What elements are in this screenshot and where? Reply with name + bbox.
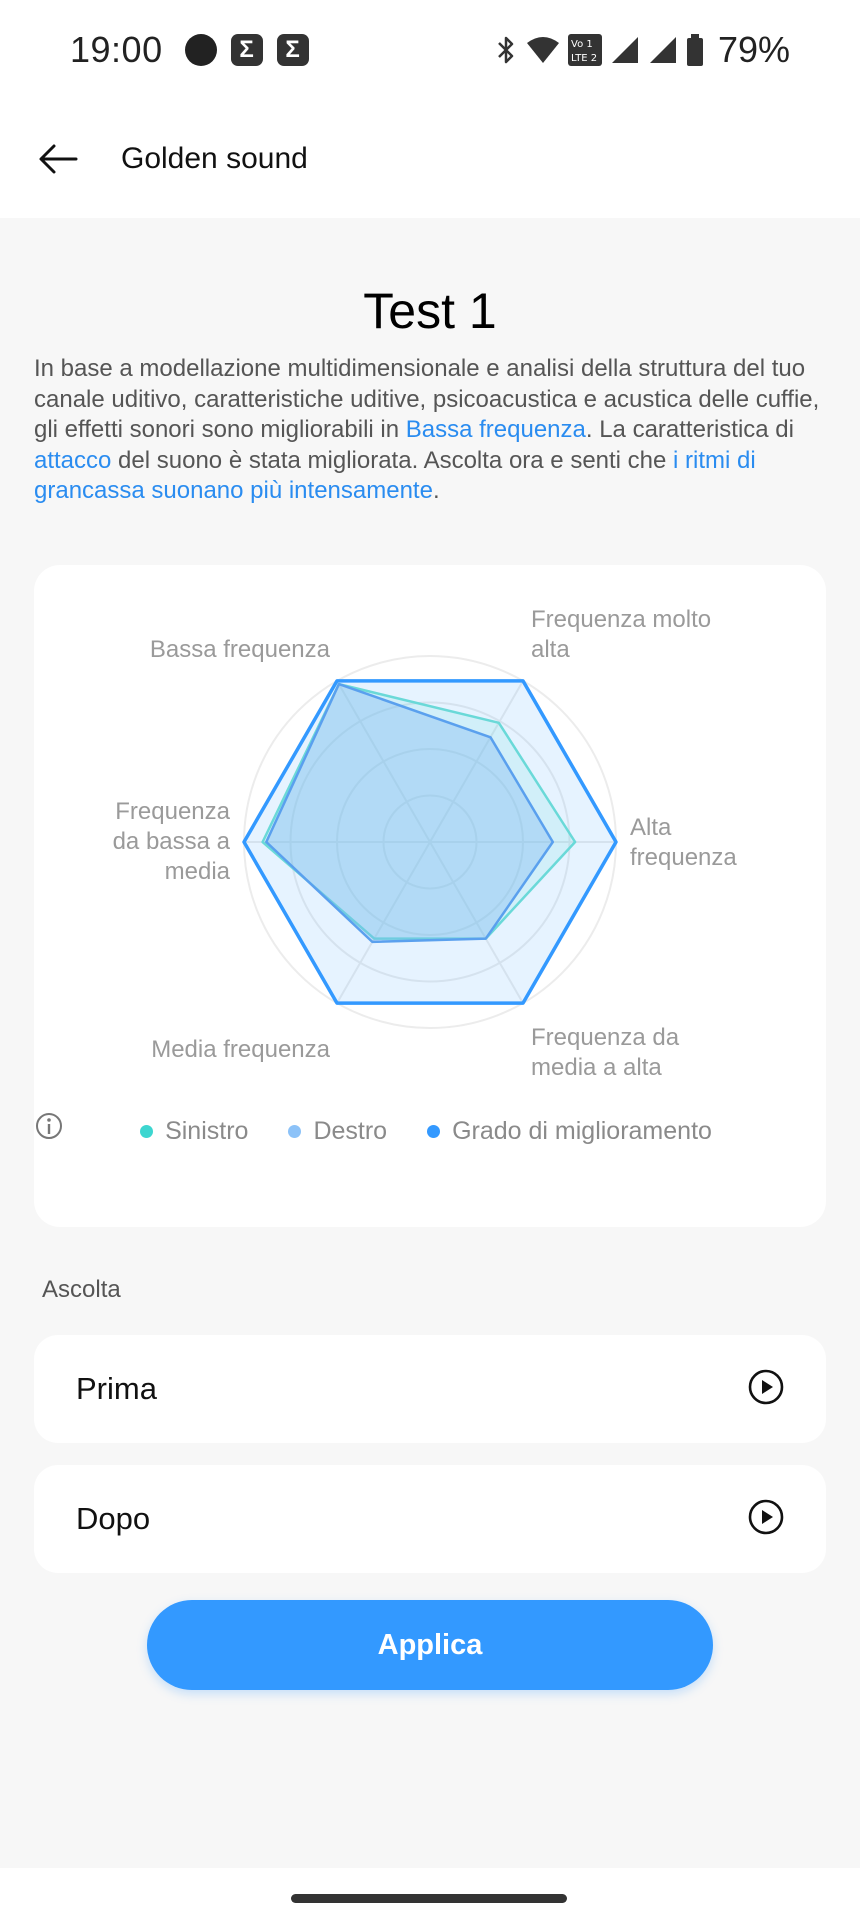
axis-label-mid: Media frequenza — [151, 1036, 330, 1063]
wifi-icon — [526, 35, 560, 65]
axis-label-high: Alta frequenza — [630, 814, 737, 871]
grid-spoke — [336, 841, 431, 1004]
test-description: In base a modellazione multidimensionale… — [34, 354, 834, 507]
axis-label-mid-high: Frequenza da media a alta — [531, 1024, 680, 1081]
listen-before-item[interactable]: Prima — [34, 1335, 826, 1443]
legend-item-left: Sinistro — [140, 1117, 248, 1146]
axis-label-low-mid: Frequenza da bassa a media — [112, 798, 230, 885]
description-highlight: i ritmi di grancassa suonano più intensa… — [34, 446, 756, 505]
signal-icon — [610, 35, 640, 65]
status-right: Vo 1 LTE 2 79% — [494, 29, 790, 71]
home-indicator[interactable] — [291, 1894, 567, 1903]
apply-button[interactable]: Applica — [147, 1600, 713, 1690]
signal-icon — [648, 35, 678, 65]
radar-chart — [242, 655, 618, 1029]
description-text: . La caratteristica di — [585, 416, 794, 443]
description-text: In base a modellazione multidimensionale… — [34, 355, 820, 443]
play-circle-icon[interactable] — [746, 1497, 786, 1542]
listen-before-label: Prima — [76, 1371, 157, 1406]
description-text: . — [432, 477, 440, 504]
status-left: 19:00 Σ Σ — [70, 29, 309, 71]
back-button[interactable] — [0, 100, 118, 218]
sigma-icon: Σ — [230, 34, 263, 66]
legend-label: Destro — [313, 1116, 388, 1145]
main-content: Test 1 In base a modellazione multidimen… — [0, 218, 860, 1868]
axis-label-low: Bassa frequenza — [149, 636, 330, 663]
volte-icon: Vo 1 LTE 2 — [567, 34, 602, 66]
legend-dot — [427, 1124, 441, 1138]
grid-spoke — [429, 680, 524, 843]
description-highlight: Bassa frequenza — [405, 416, 586, 443]
radar-chart-card: Frequenza molto alta Alta frequenza Freq… — [34, 565, 826, 1227]
svg-text:LTE 2: LTE 2 — [571, 53, 597, 64]
series-polygon-right — [265, 682, 555, 944]
bluetooth-icon — [494, 34, 518, 66]
axis-label-very-high: Frequenza molto alta — [531, 606, 712, 663]
status-bar: 19:00 Σ Σ Vo 1 LTE 2 79% — [0, 0, 860, 100]
sigma-icon: Σ — [276, 34, 309, 66]
page-title: Golden sound — [121, 142, 308, 175]
circle-icon — [184, 34, 217, 66]
grid-spoke — [336, 680, 431, 843]
chart-legend: Sinistro Destro Grado di miglioramento — [34, 1111, 826, 1151]
test-title: Test 1 — [363, 283, 497, 339]
play-circle-icon[interactable] — [746, 1367, 786, 1412]
legend-label: Grado di miglioramento — [452, 1116, 712, 1145]
status-time: 19:00 — [70, 29, 163, 70]
listen-section-label: Ascolta — [42, 1276, 121, 1303]
svg-text:Vo 1: Vo 1 — [571, 39, 593, 50]
legend-label: Sinistro — [165, 1116, 249, 1145]
navigation-bar — [0, 1868, 860, 1920]
legend-item-right: Destro — [288, 1117, 387, 1146]
arrow-left-icon — [39, 144, 78, 174]
legend-dot — [140, 1124, 154, 1138]
legend-item-improvement: Grado di miglioramento — [36, 1113, 720, 1146]
listen-after-label: Dopo — [76, 1501, 151, 1536]
battery-percent: 79% — [717, 29, 790, 70]
grid-spoke — [429, 841, 524, 1004]
description-text: del suono è stata migliorata. Ascolta or… — [111, 446, 674, 474]
legend-dot — [288, 1124, 302, 1138]
app-bar: Golden sound — [0, 100, 860, 218]
battery-icon — [686, 34, 704, 66]
listen-after-item[interactable]: Dopo — [34, 1465, 826, 1573]
description-highlight: attacco — [34, 446, 112, 474]
